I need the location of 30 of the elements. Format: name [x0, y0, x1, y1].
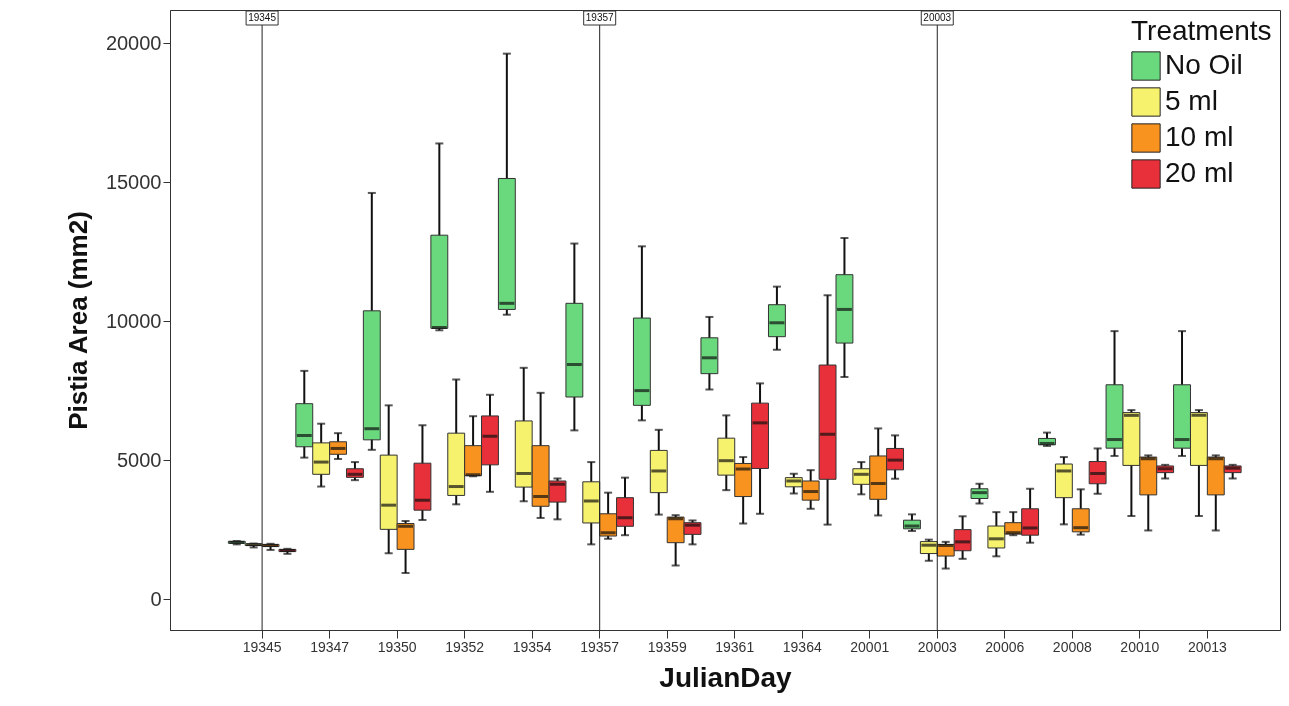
- x-tick-label: 19359: [647, 638, 687, 655]
- x-axis-title: JulianDay: [659, 661, 793, 693]
- legend-label: No Oil: [1165, 49, 1243, 80]
- x-tick-label: 20006: [985, 638, 1025, 655]
- legend-title: Treatments: [1131, 15, 1272, 46]
- legend-label: 10 ml: [1165, 121, 1234, 152]
- y-tick-label: 15000: [105, 170, 162, 193]
- y-axis-title: Pistia Area (mm2): [62, 211, 93, 430]
- ref-line-label: 19345: [248, 12, 277, 23]
- ref-line-label: 20003: [923, 12, 952, 23]
- x-tick-label: 19364: [782, 638, 822, 655]
- y-tick-label: 0: [150, 587, 162, 610]
- x-tick-label: 19350: [377, 638, 417, 655]
- x-tick-label: 20008: [1052, 638, 1092, 655]
- x-tick-label: 20013: [1187, 638, 1228, 655]
- x-tick-label: 19354: [512, 638, 552, 655]
- y-tick-label: 20000: [105, 31, 162, 54]
- ref-line-label: 19357: [585, 12, 615, 23]
- x-tick-label: 19347: [310, 638, 350, 655]
- x-tick-label: 20003: [917, 638, 957, 655]
- x-tick-label: 19357: [580, 638, 620, 655]
- x-tick-label: 20001: [850, 638, 890, 655]
- x-tick-label: 20010: [1120, 638, 1160, 655]
- x-tick-label: 19361: [715, 638, 755, 655]
- legend-label: 20 ml: [1165, 157, 1234, 188]
- x-tick-label: 19345: [242, 638, 282, 655]
- legend-label: 5 ml: [1165, 85, 1218, 116]
- y-tick-label: 10000: [105, 309, 162, 332]
- x-tick-label: 19352: [445, 638, 485, 655]
- y-tick-label: 5000: [117, 448, 162, 471]
